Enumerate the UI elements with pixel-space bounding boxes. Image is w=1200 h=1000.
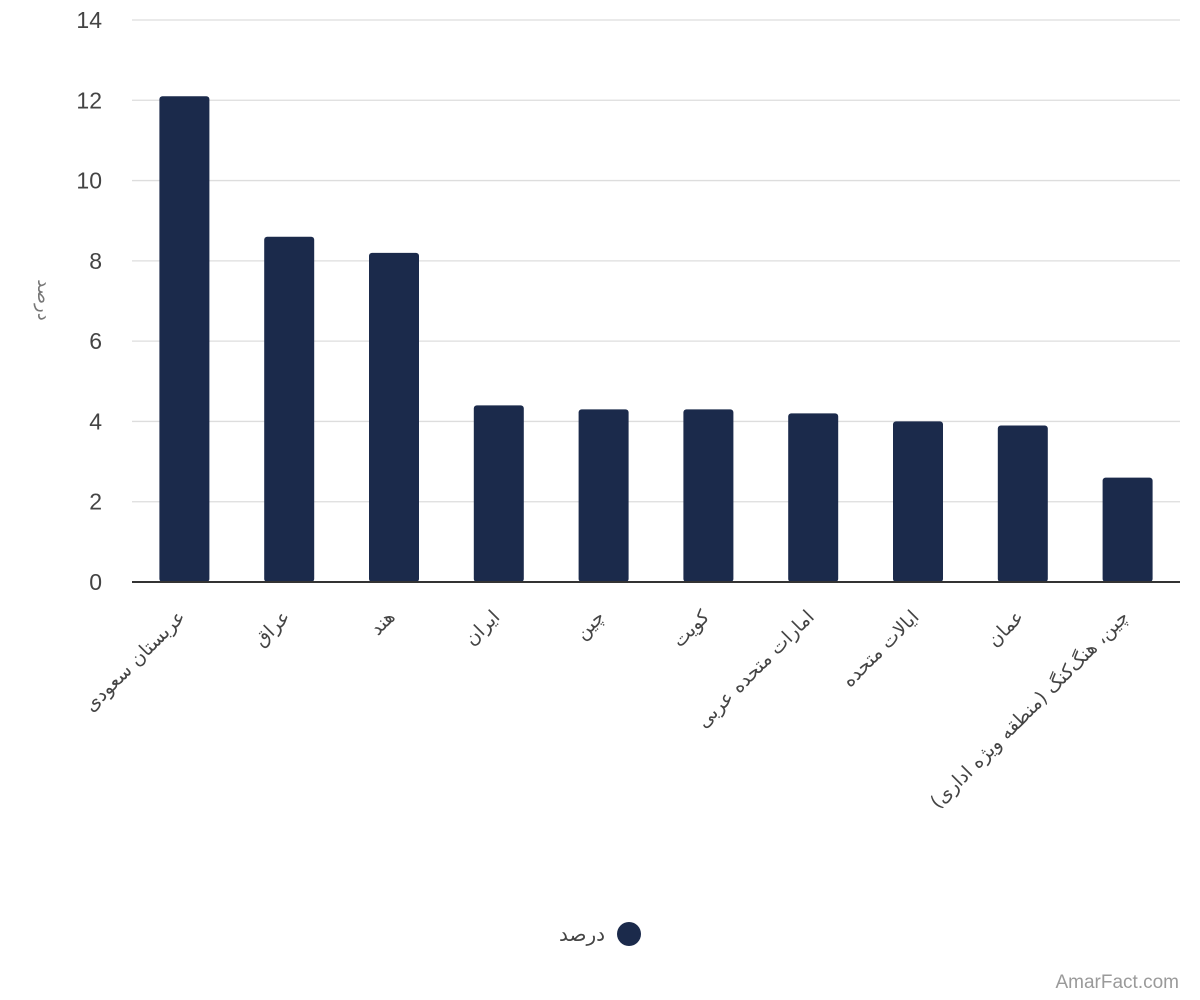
y-axis-title: درصد xyxy=(33,279,54,320)
x-tick-label: ایالات متحده xyxy=(838,606,924,692)
x-tick-label: کویت xyxy=(668,605,714,651)
legend-item[interactable]: درصد xyxy=(558,922,642,946)
x-tick-label: چین xyxy=(571,606,609,644)
legend: درصد xyxy=(0,922,1200,946)
bar xyxy=(893,421,943,582)
y-tick-label: 0 xyxy=(89,569,102,595)
x-tick-label: عراق xyxy=(250,606,295,651)
y-tick-label: 10 xyxy=(76,168,102,194)
bar xyxy=(1102,477,1153,582)
y-tick-label: 8 xyxy=(89,248,102,274)
x-tick-label: امارات متحده عربی xyxy=(692,606,818,732)
x-tick-label: عربستان سعودی xyxy=(80,606,190,716)
bar xyxy=(578,409,629,582)
bar xyxy=(997,425,1048,582)
x-tick-label: عمان xyxy=(983,606,1028,651)
y-tick-label: 4 xyxy=(89,408,102,434)
bar xyxy=(788,413,839,582)
x-tick-label: هند xyxy=(366,606,400,640)
bar xyxy=(369,252,419,583)
bar xyxy=(159,96,210,583)
y-tick-label: 12 xyxy=(76,87,102,113)
x-tick-label: ایران xyxy=(460,606,504,650)
legend-label: درصد xyxy=(558,922,606,946)
y-tick-label: 6 xyxy=(89,328,102,354)
watermark: AmarFact.com xyxy=(1055,972,1179,993)
bar xyxy=(473,405,524,582)
bar xyxy=(264,236,315,582)
x-tick-label: چین، هنگ‌کنگ (منطقه ویژه اداری) xyxy=(926,606,1133,813)
legend-swatch xyxy=(617,922,642,946)
bar xyxy=(683,409,734,582)
y-tick-label: 14 xyxy=(76,7,102,33)
y-tick-label: 2 xyxy=(89,489,102,515)
